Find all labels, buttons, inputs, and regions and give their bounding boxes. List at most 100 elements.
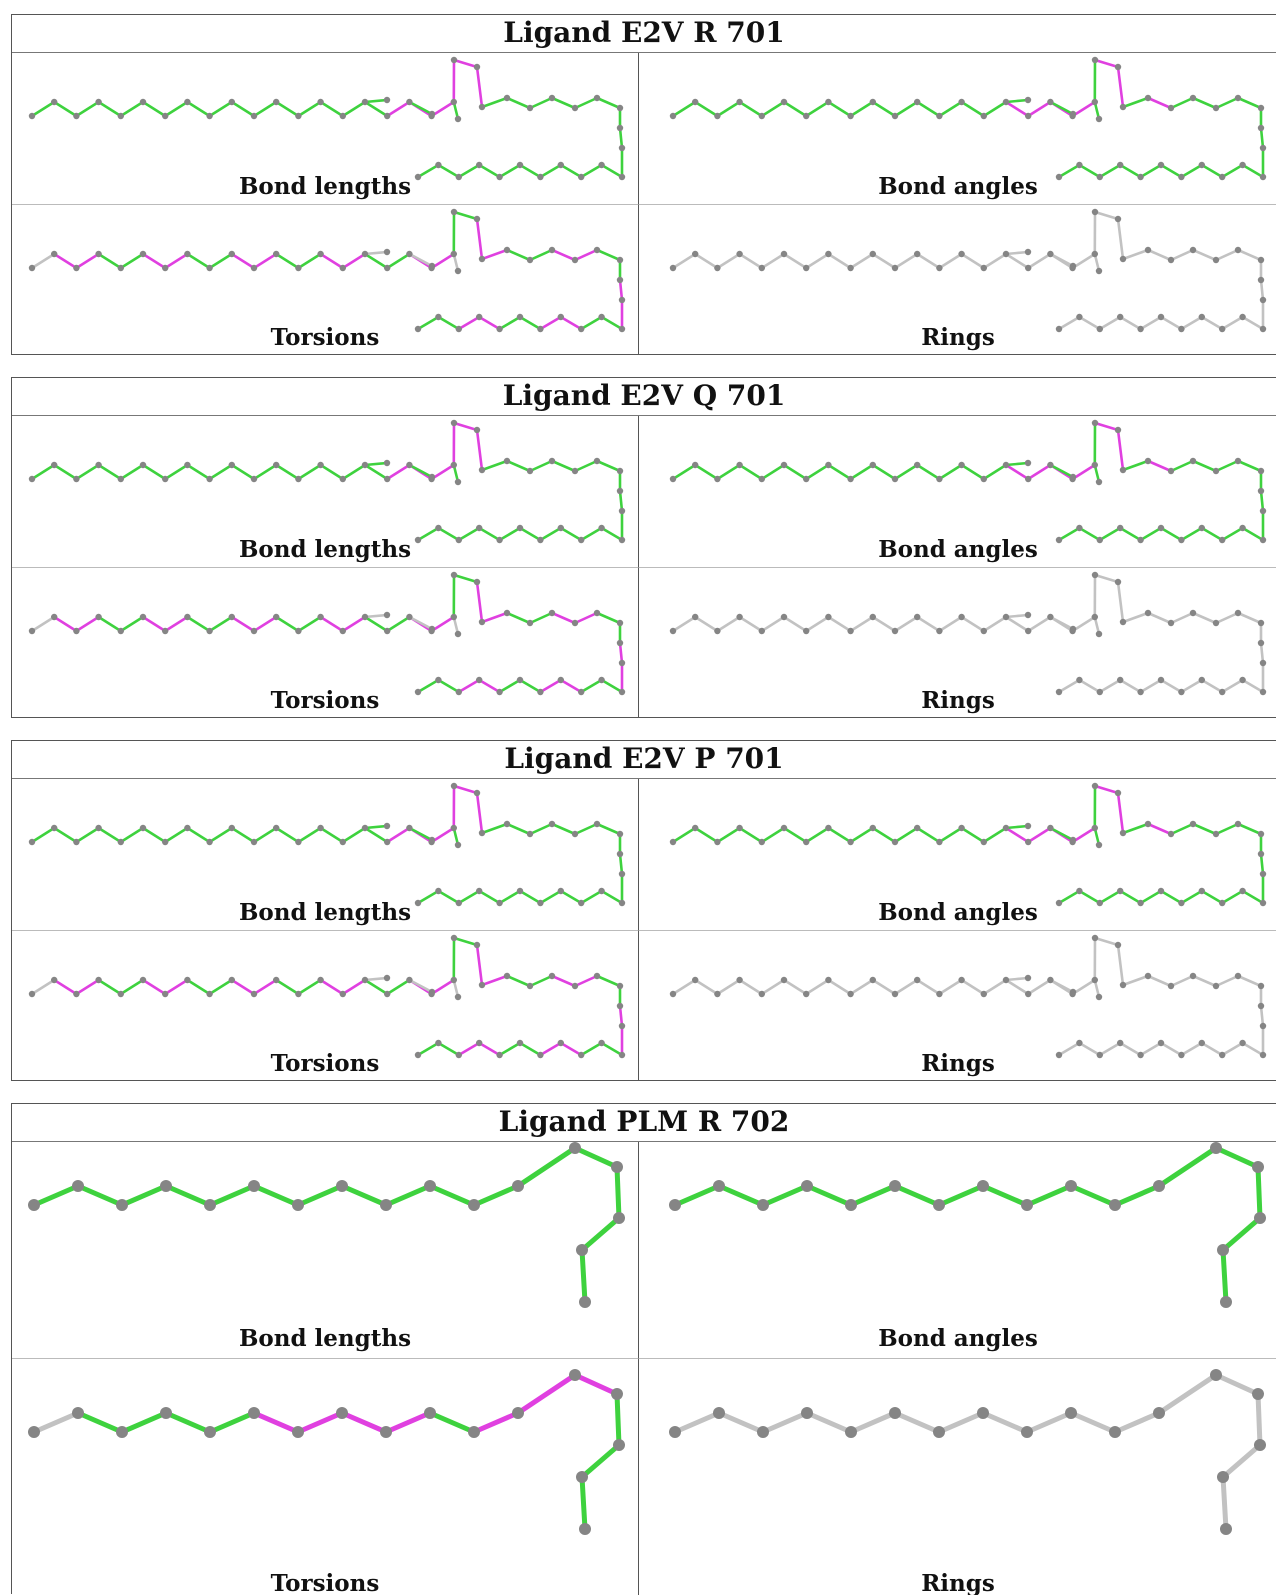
bond [1193,250,1216,260]
atom [619,1023,625,1029]
atom [576,1244,588,1256]
atom [1070,474,1076,480]
bond [76,254,98,268]
bond [740,465,762,479]
atom-group [29,935,625,1058]
bond [1148,976,1171,986]
atom [435,1040,441,1046]
bond [1148,250,1171,260]
atom [1047,825,1053,831]
bond [939,465,961,479]
bond [695,102,717,116]
atom [1092,783,1098,789]
atom [1047,977,1053,983]
atom [594,95,600,101]
bond [187,102,209,116]
bond [695,254,717,268]
atom [714,628,720,634]
atom [1190,821,1196,827]
atom [336,1407,348,1419]
atom [1025,249,1031,255]
atom [736,614,742,620]
bond [76,465,98,479]
atom [598,525,604,531]
bond [298,254,320,268]
atom [936,113,942,119]
bond [143,617,165,631]
atom [1145,610,1151,616]
atom-group [29,783,625,906]
bond [575,613,597,623]
atom [435,888,441,894]
bond [939,617,961,631]
atom [162,113,168,119]
atom [140,825,146,831]
bond [1006,617,1028,631]
atom [292,1426,304,1438]
bond [1123,976,1148,985]
atom [936,476,942,482]
atom [527,257,533,263]
atom [118,628,124,634]
bond [582,1218,619,1250]
atom [1115,942,1121,948]
atom [1235,973,1241,979]
bond [939,980,961,994]
atom [757,1426,769,1438]
bond [143,465,165,479]
atom [619,660,625,666]
bond [717,617,739,631]
atom [384,113,390,119]
atom [1258,851,1264,857]
bond [507,98,530,108]
bond [454,575,477,582]
atom [1092,462,1098,468]
atom [51,462,57,468]
bond [386,1186,430,1205]
bond [187,254,209,268]
panel-bond-angles: Bond angles [638,1142,1276,1358]
atom [73,265,79,271]
atom [1235,95,1241,101]
bond [76,102,98,116]
bond [76,617,98,631]
atom [1096,842,1102,848]
bond [828,617,850,631]
atom [451,614,457,620]
atom [1092,825,1098,831]
bond [552,613,575,623]
atom [1096,994,1102,1000]
atom [1168,983,1174,989]
panel-rings: Rings [638,567,1276,718]
atom [29,628,35,634]
atom [1047,614,1053,620]
bond [1216,461,1238,471]
bond [762,617,784,631]
panel-label: Bond lengths [12,899,638,926]
atom [781,251,787,257]
bond [873,617,895,631]
bond [1006,828,1028,842]
bond [1006,252,1028,254]
atom [1168,105,1174,111]
bond [343,828,365,842]
bond [939,828,961,842]
bond [165,828,187,842]
bond-group [34,1148,619,1302]
atom [1220,1296,1232,1308]
atom [118,839,124,845]
atom-group [670,57,1266,180]
bond [984,102,1006,116]
atom [847,991,853,997]
atom [295,991,301,997]
bond [482,976,507,985]
bond [597,976,620,986]
bond [1216,1375,1258,1394]
bond [673,102,695,116]
atom [692,977,698,983]
atom [336,1180,348,1192]
bond [1118,430,1123,470]
bond [54,102,76,116]
bond [99,465,121,479]
bond [1216,824,1238,834]
